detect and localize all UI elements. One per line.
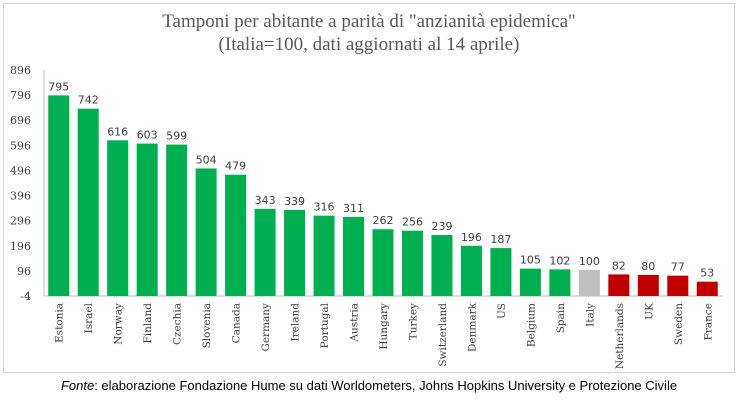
x-tick-label: France [702, 303, 714, 340]
x-tick-label: US [496, 303, 508, 319]
data-label: 53 [700, 267, 714, 280]
x-tick-label: UK [643, 303, 655, 320]
data-label: 77 [671, 261, 685, 274]
x-tick-label: Slovenia [201, 303, 213, 348]
y-tick-label: 296 [10, 215, 31, 228]
bar [578, 269, 600, 296]
bar [313, 215, 335, 296]
data-label: 795 [48, 80, 69, 93]
bar [225, 174, 247, 296]
data-label: 616 [107, 125, 128, 138]
chart-title-block: Tamponi per abitante a parità di "anzian… [0, 10, 738, 56]
data-label: 102 [549, 254, 570, 267]
x-tick-label: Spain [555, 303, 567, 334]
data-label: 239 [431, 220, 452, 233]
data-label: 742 [78, 94, 99, 107]
bar [460, 245, 482, 296]
bar [48, 95, 70, 297]
data-labels: 795 742 616 603 599 504 479 343 339 316 311 262 256 2… [48, 80, 714, 279]
bar [667, 275, 689, 296]
bar [136, 143, 158, 296]
x-tick-label: Czechia [172, 303, 184, 345]
bar [77, 108, 99, 296]
data-label: 80 [641, 260, 655, 273]
x-tick-label: Switzerland [437, 303, 449, 367]
y-tick-label: -4 [20, 290, 31, 303]
x-tick-label: Canada [231, 303, 243, 343]
bars [48, 95, 718, 297]
data-label: 343 [255, 194, 276, 207]
data-label: 599 [166, 130, 187, 143]
source-text: : elaborazione Fondazione Hume su dati W… [94, 378, 678, 393]
data-label: 256 [402, 216, 423, 229]
source-label: Fonte [60, 378, 95, 393]
x-tick-label: Finland [142, 303, 154, 344]
bar [195, 168, 217, 296]
chart-title: Tamponi per abitante a parità di "anzian… [162, 11, 576, 32]
source-note: Fonte: elaborazione Fondazione Hume su d… [0, 378, 738, 393]
data-label: 105 [520, 254, 541, 267]
bar [519, 268, 541, 296]
bar [372, 229, 394, 296]
x-tick-label: Hungary [378, 303, 390, 350]
bar [254, 208, 276, 296]
bar [549, 269, 571, 296]
x-tick-label: Norway [113, 303, 125, 345]
x-tick-label: Denmark [466, 302, 478, 352]
bar [343, 216, 365, 296]
x-tick-label: Sweden [673, 303, 685, 345]
bar [696, 281, 718, 296]
bar [637, 274, 659, 296]
data-label: 262 [373, 214, 394, 227]
y-tick-label: 796 [10, 89, 31, 102]
data-label: 504 [196, 153, 217, 166]
x-tick-label: Austria [349, 303, 361, 343]
x-tick-label: Israel [83, 302, 95, 333]
data-label: 603 [137, 129, 158, 142]
data-label: 339 [284, 195, 305, 208]
y-tick-label: 496 [10, 164, 31, 177]
y-tick-label: 396 [10, 190, 31, 203]
bar [608, 274, 630, 296]
y-tick-label: 596 [10, 139, 31, 152]
data-label: 316 [314, 201, 335, 214]
y-tick-label: 696 [10, 114, 31, 127]
x-tick-label: Belgium [525, 303, 537, 347]
chart-subtitle: (Italia=100, dati aggiornati al 14 april… [218, 34, 520, 55]
data-label: 100 [579, 255, 600, 268]
x-tick-label: Germany [260, 303, 272, 352]
data-label: 187 [490, 233, 511, 246]
x-axis: Estonia Israel Norway Finland Czechia Sloveni… [54, 302, 715, 369]
bar [431, 234, 453, 296]
y-tick-label: 896 [10, 64, 31, 77]
bar [107, 140, 129, 296]
x-tick-label: Estonia [54, 303, 66, 343]
data-label: 311 [343, 202, 364, 215]
x-tick-label: Italy [584, 303, 596, 327]
y-tick-label: 96 [17, 265, 31, 278]
x-tick-label: Ireland [290, 303, 302, 342]
x-tick-label: Netherlands [614, 303, 626, 369]
bar [166, 144, 188, 296]
data-label: 196 [461, 231, 482, 244]
y-tick-label: 196 [10, 240, 31, 253]
x-tick-label: Turkey [407, 303, 419, 340]
bar [401, 230, 423, 296]
data-label: 82 [612, 259, 626, 272]
bar [490, 248, 512, 296]
y-axis: -4 96 196 296 396 496 596 696 796 896 [10, 64, 722, 303]
data-label: 479 [225, 160, 246, 173]
bar [284, 209, 306, 296]
x-tick-label: Portugal [319, 302, 331, 348]
